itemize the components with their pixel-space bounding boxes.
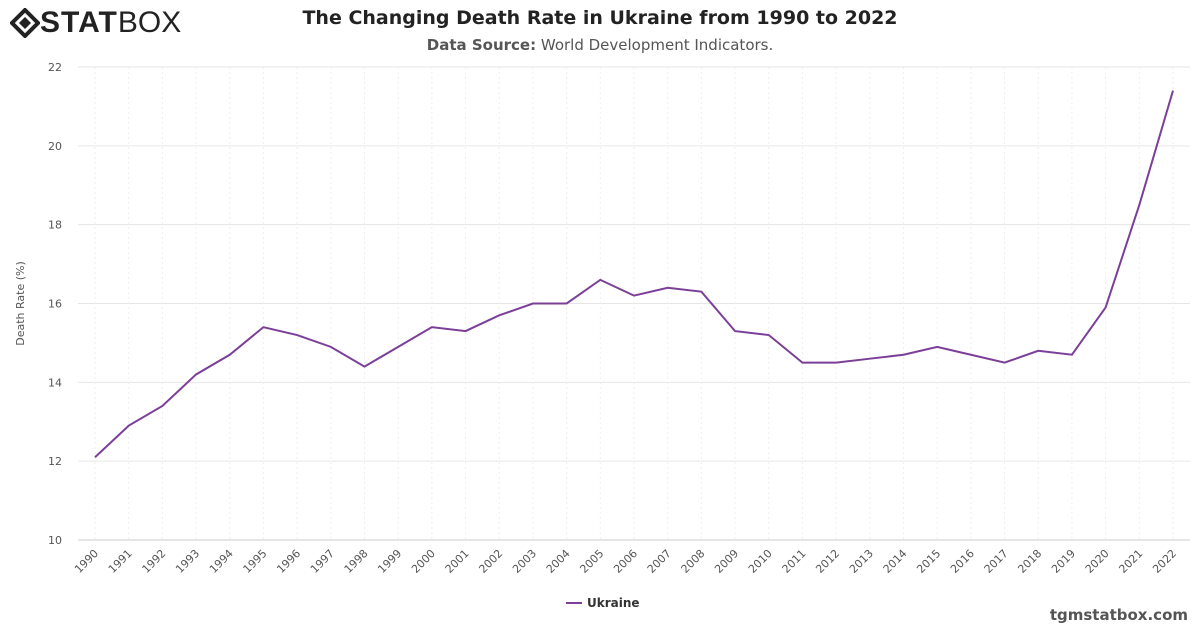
chart-title: The Changing Death Rate in Ukraine from … <box>302 7 898 29</box>
x-tick-label: 2003 <box>510 547 539 576</box>
y-tick-label: 22 <box>48 61 62 74</box>
source-value: World Development Indicators. <box>540 36 774 54</box>
x-tick-label: 1993 <box>173 547 202 576</box>
x-tick-label: 2006 <box>611 547 640 576</box>
x-tick-label: 2010 <box>746 547 775 576</box>
x-tick-label: 1999 <box>375 547 404 576</box>
y-tick-label: 10 <box>48 534 62 547</box>
x-tick-label: 1998 <box>342 547 371 576</box>
x-tick-label: 2020 <box>1083 547 1112 576</box>
x-tick-label: 2009 <box>712 547 741 576</box>
y-tick-label: 20 <box>48 140 62 153</box>
x-tick-label: 2015 <box>914 547 943 576</box>
x-tick-label: 1992 <box>140 547 169 576</box>
y-tick-label: 12 <box>48 455 62 468</box>
x-tick-label: 2017 <box>982 547 1011 576</box>
x-tick-label: 1990 <box>72 547 101 576</box>
x-tick-label: 1991 <box>106 547 135 576</box>
x-tick-label: 2013 <box>847 547 876 576</box>
x-tick-label: 2008 <box>679 547 708 576</box>
logo-text-light: BOX <box>117 6 182 39</box>
y-tick-label: 18 <box>48 219 62 232</box>
x-tick-label: 2012 <box>813 547 842 576</box>
logo-text-bold: STAT <box>40 6 118 39</box>
x-tick-label: 2016 <box>948 547 977 576</box>
x-tick-label: 2019 <box>1049 547 1078 576</box>
x-tick-label: 2021 <box>1116 547 1145 576</box>
statbox-diamond-icon <box>10 8 40 38</box>
x-tick-label: 1995 <box>241 547 270 576</box>
chart-subtitle: Data Source: World Development Indicator… <box>0 36 1200 54</box>
x-tick-label: 1997 <box>308 547 337 576</box>
y-tick-label: 14 <box>48 376 62 389</box>
x-tick-label: 2001 <box>443 547 472 576</box>
source-label: Data Source: <box>426 36 537 54</box>
x-tick-label: 2014 <box>881 547 910 576</box>
y-axis-label: Death Rate (%) <box>14 261 27 346</box>
x-tick-label: 2004 <box>544 547 573 576</box>
watermark: tgmstatbox.com <box>1049 606 1188 624</box>
x-tick-label: 2018 <box>1015 547 1044 576</box>
y-tick-label: 16 <box>48 298 62 311</box>
x-tick-label: 2007 <box>645 547 674 576</box>
x-tick-label: 2000 <box>409 547 438 576</box>
x-tick-label: 1996 <box>274 547 303 576</box>
legend-label: Ukraine <box>587 596 640 610</box>
x-tick-label: 2002 <box>476 547 505 576</box>
x-tick-label: 1994 <box>207 547 236 576</box>
x-tick-label: 2011 <box>780 547 809 576</box>
statbox-logo: STAT BOX <box>10 6 181 40</box>
series-line-ukraine <box>94 90 1174 458</box>
x-tick-label: 2005 <box>577 547 606 576</box>
x-tick-label: 2022 <box>1150 547 1179 576</box>
